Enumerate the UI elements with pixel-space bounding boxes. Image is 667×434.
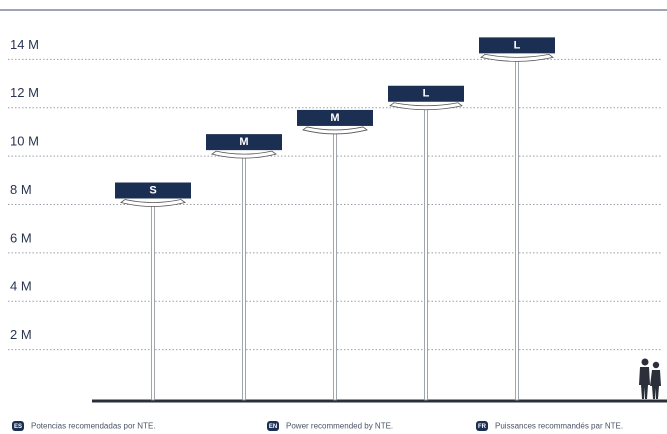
y-tick-label: 8 M [10,182,32,197]
lamp-arm [211,150,277,159]
note-badge [267,421,279,431]
note-badge-label: EN [269,424,277,430]
pole [515,58,519,401]
size-label: L [423,88,430,100]
note-badge [12,421,24,431]
lamp-arm [302,126,368,135]
pole [151,204,155,401]
y-tick-label: 12 M [10,85,39,100]
size-label: L [514,39,521,51]
y-tick-label: 6 M [10,230,32,245]
note-text: Puissances recommandés par NTE. [495,422,623,431]
size-label: M [239,136,248,148]
size-label: S [149,184,156,196]
note-text: Potencias recomendadas por NTE. [31,422,156,431]
lamp-arm [389,102,463,111]
pole [333,131,337,401]
size-box [479,37,555,54]
note-text: Power recommended by NTE. [286,422,393,431]
size-box [388,85,464,102]
note-badge-label: FR [478,424,487,430]
pole [242,155,246,401]
lamp-arm [480,53,554,62]
size-box [297,109,373,126]
people [639,358,661,399]
pole [424,107,428,401]
lamp-arm [120,199,186,207]
y-tick-label: 2 M [10,327,32,342]
note-badge [476,421,488,431]
size-box [115,182,191,199]
size-box [206,134,282,151]
note-badge-label: ES [14,424,22,430]
size-label: M [330,112,339,124]
y-tick-label: 4 M [10,279,32,294]
y-tick-label: 10 M [10,134,39,149]
y-tick-label: 14 M [10,37,39,52]
